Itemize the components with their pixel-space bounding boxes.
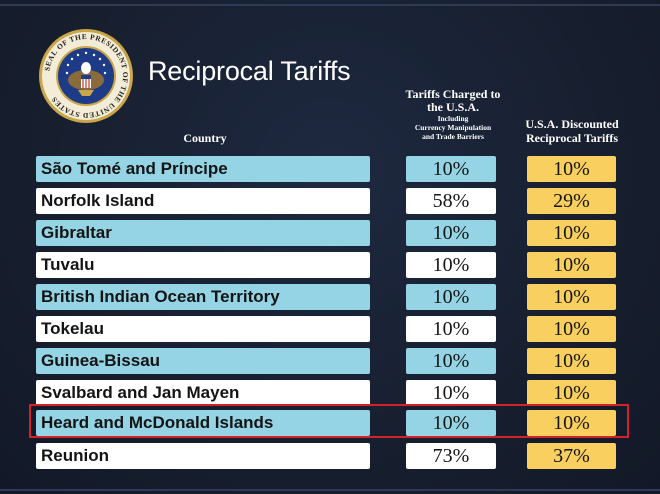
charged-tariff-cell: 10%	[406, 252, 496, 278]
discounted-tariff-cell: 10%	[527, 252, 616, 278]
country-cell: Guinea-Bissau	[36, 348, 370, 374]
discounted-tariff-cell: 10%	[527, 380, 616, 406]
country-cell: Heard and McDonald Islands	[36, 410, 370, 436]
country-cell: Svalbard and Jan Mayen	[36, 380, 370, 406]
discounted-tariff-cell: 10%	[527, 348, 616, 374]
tariffs-charged-subnote-2: Currency Manipulation	[414, 123, 492, 132]
charged-tariff-cell: 10%	[406, 220, 496, 246]
bottom-border-line	[0, 489, 660, 491]
table-row: British Indian Ocean Territory 10% 10%	[0, 284, 660, 310]
table-row: Tokelau 10% 10%	[0, 316, 660, 342]
country-cell: Gibraltar	[36, 220, 370, 246]
table-row: São Tomé and Príncipe 10% 10%	[0, 156, 660, 182]
charged-tariff-cell: 10%	[406, 284, 496, 310]
charged-tariff-cell: 58%	[406, 188, 496, 214]
top-border-line	[0, 4, 660, 6]
country-cell: São Tomé and Príncipe	[36, 156, 370, 182]
discounted-tariff-cell: 29%	[527, 188, 616, 214]
column-header-tariffs-charged: Tariffs Charged to the U.S.A. Including …	[398, 87, 508, 142]
charged-tariff-cell: 10%	[406, 316, 496, 342]
column-header-country: Country	[183, 131, 227, 145]
country-cell: Reunion	[36, 443, 370, 469]
highlight-box	[29, 404, 629, 438]
table-row: Heard and McDonald Islands 10% 10%	[0, 410, 660, 436]
table-row: Guinea-Bissau 10% 10%	[0, 348, 660, 374]
column-header-discounted-tariffs: U.S.A. Discounted Reciprocal Tariffs	[525, 117, 619, 145]
presidential-seal-icon: SEAL OF THE PRESIDENT OF THE UNITED STAT…	[39, 29, 133, 123]
discounted-tariff-cell: 10%	[527, 284, 616, 310]
country-cell: Norfolk Island	[36, 188, 370, 214]
charged-tariff-cell: 10%	[406, 348, 496, 374]
table-row: Svalbard and Jan Mayen 10% 10%	[0, 380, 660, 406]
country-cell: Tokelau	[36, 316, 370, 342]
discounted-tariff-cell: 10%	[527, 410, 616, 436]
discounted-tariff-cell: 10%	[527, 316, 616, 342]
discounted-tariff-cell: 37%	[527, 443, 616, 469]
charged-tariff-cell: 10%	[406, 410, 496, 436]
discounted-tariff-cell: 10%	[527, 156, 616, 182]
charged-tariff-cell: 10%	[406, 156, 496, 182]
table-row: Reunion 73% 37%	[0, 443, 660, 469]
table-row: Norfolk Island 58% 29%	[0, 188, 660, 214]
page-title: Reciprocal Tariffs	[148, 56, 351, 86]
charged-tariff-cell: 73%	[406, 443, 496, 469]
tariffs-charged-subnote-1: Including	[437, 114, 469, 123]
table-row: Gibraltar 10% 10%	[0, 220, 660, 246]
country-cell: Tuvalu	[36, 252, 370, 278]
tariffs-charged-subnote-3: and Trade Barriers	[422, 132, 484, 141]
country-cell: British Indian Ocean Territory	[36, 284, 370, 310]
table-row: Tuvalu 10% 10%	[0, 252, 660, 278]
tariffs-charged-label: Tariffs Charged to the U.S.A.	[405, 87, 501, 114]
charged-tariff-cell: 10%	[406, 380, 496, 406]
discounted-tariff-cell: 10%	[527, 220, 616, 246]
